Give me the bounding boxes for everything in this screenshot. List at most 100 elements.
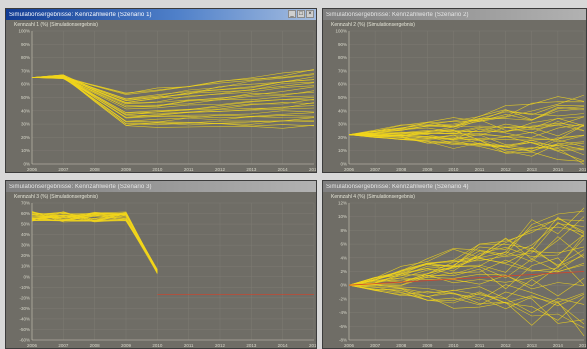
close-button[interactable]: × bbox=[306, 10, 314, 18]
series-line bbox=[348, 134, 585, 156]
y-tick-label: 8% bbox=[340, 228, 347, 233]
y-tick-label: 30% bbox=[21, 243, 30, 248]
series-line bbox=[348, 134, 585, 152]
series-line bbox=[348, 236, 585, 286]
x-tick-label: 2009 bbox=[422, 167, 433, 172]
x-tick-label: 2011 bbox=[475, 167, 485, 172]
mean-line bbox=[348, 271, 585, 286]
x-tick-label: 2013 bbox=[246, 167, 257, 172]
series-line bbox=[348, 284, 585, 337]
x-tick-label: 2010 bbox=[152, 167, 163, 172]
y-tick-label: 0% bbox=[23, 162, 30, 167]
simulation-window-1[interactable]: Simulationsergebnisse: Kennzahlwerte (Sz… bbox=[5, 8, 317, 173]
y-tick-label: 12% bbox=[338, 201, 347, 206]
x-tick-label: 2007 bbox=[58, 343, 69, 348]
y-tick-label: 50% bbox=[21, 95, 30, 100]
y-tick-label: 10% bbox=[338, 214, 347, 219]
x-tick-label: 2013 bbox=[246, 343, 257, 348]
window-titlebar[interactable]: Simulationsergebnisse: Kennzahlwerte (Sz… bbox=[6, 9, 316, 20]
series-line bbox=[348, 277, 585, 299]
window-titlebar[interactable]: Simulationsergebnisse: Kennzahlwerte (Sz… bbox=[6, 181, 316, 192]
y-tick-label: 10% bbox=[21, 264, 30, 269]
series-line bbox=[31, 213, 158, 274]
window-titlebar[interactable]: Simulationsergebnisse: Kennzahlwerte (Sz… bbox=[323, 181, 586, 192]
y-tick-label: -2% bbox=[339, 296, 347, 301]
y-tick-label: -6% bbox=[339, 324, 347, 329]
series-line bbox=[348, 284, 585, 329]
y-tick-label: -4% bbox=[339, 310, 347, 315]
maximize-button[interactable]: □ bbox=[297, 10, 305, 18]
x-tick-label: 2012 bbox=[501, 343, 512, 348]
y-tick-label: -50% bbox=[19, 327, 30, 332]
series-line bbox=[348, 207, 585, 286]
x-tick-label: 2007 bbox=[370, 343, 381, 348]
y-tick-label: 40% bbox=[338, 108, 347, 113]
series-line bbox=[31, 76, 315, 101]
plot-title: Kennzahl 4 (%) (Simulationsergebnis) bbox=[331, 194, 415, 200]
y-tick-label: 100% bbox=[18, 29, 30, 34]
y-tick-label: 50% bbox=[338, 95, 347, 100]
series-line bbox=[348, 255, 585, 287]
x-tick-label: 2007 bbox=[58, 167, 69, 172]
series-line bbox=[348, 284, 585, 321]
window-title: Simulationsergebnisse: Kennzahlwerte (Sz… bbox=[326, 11, 469, 18]
y-tick-label: -8% bbox=[339, 338, 347, 343]
simulation-window-3[interactable]: Simulationsergebnisse: Kennzahlwerte (Sz… bbox=[5, 180, 317, 349]
series-line bbox=[348, 108, 585, 135]
x-tick-label: 2009 bbox=[121, 167, 132, 172]
y-tick-label: 40% bbox=[21, 108, 30, 113]
minimize-button[interactable]: _ bbox=[288, 10, 296, 18]
series-line bbox=[348, 101, 585, 135]
x-tick-label: 2013 bbox=[527, 167, 538, 172]
x-tick-label: 2015 bbox=[579, 343, 587, 348]
series-line bbox=[31, 74, 315, 102]
simulation-window-2[interactable]: Simulationsergebnisse: Kennzahlwerte (Sz… bbox=[322, 8, 587, 173]
x-tick-label: 2006 bbox=[27, 167, 38, 172]
series-line bbox=[348, 116, 585, 135]
series-line bbox=[31, 218, 158, 272]
window-title: Simulationsergebnisse: Kennzahlwerte (Sz… bbox=[9, 11, 152, 18]
x-tick-label: 2009 bbox=[422, 343, 433, 348]
y-tick-label: 90% bbox=[21, 42, 30, 47]
x-tick-label: 2011 bbox=[184, 343, 194, 348]
y-tick-label: -30% bbox=[19, 306, 30, 311]
series-line bbox=[348, 284, 585, 303]
y-tick-label: 10% bbox=[21, 148, 30, 153]
y-tick-label: 80% bbox=[338, 55, 347, 60]
x-tick-label: 2010 bbox=[448, 167, 459, 172]
series-line bbox=[31, 69, 315, 95]
plot-title: Kennzahl 1 (%) (Simulationsergebnis) bbox=[14, 22, 98, 28]
window-title: Simulationsergebnisse: Kennzahlwerte (Sz… bbox=[9, 183, 152, 190]
y-tick-label: 4% bbox=[340, 255, 347, 260]
series-line bbox=[348, 134, 585, 165]
y-tick-label: 30% bbox=[21, 122, 30, 127]
x-tick-label: 2014 bbox=[278, 167, 289, 172]
window-titlebar[interactable]: Simulationsergebnisse: Kennzahlwerte (Sz… bbox=[323, 9, 586, 20]
y-tick-label: 60% bbox=[338, 82, 347, 87]
y-tick-label: 20% bbox=[21, 135, 30, 140]
y-tick-label: 70% bbox=[338, 68, 347, 73]
y-tick-label: 0% bbox=[340, 283, 347, 288]
series-line bbox=[348, 216, 585, 286]
x-tick-label: 2009 bbox=[121, 343, 132, 348]
y-tick-label: 100% bbox=[335, 29, 347, 34]
series-line bbox=[31, 69, 315, 95]
x-tick-label: 2014 bbox=[553, 167, 564, 172]
x-tick-label: 2012 bbox=[215, 343, 226, 348]
x-tick-label: 2010 bbox=[448, 343, 459, 348]
series-line bbox=[348, 284, 585, 314]
series-line bbox=[348, 273, 585, 290]
simulation-window-4[interactable]: Simulationsergebnisse: Kennzahlwerte (Sz… bbox=[322, 180, 587, 349]
x-tick-label: 2008 bbox=[396, 167, 407, 172]
x-tick-label: 2006 bbox=[27, 343, 38, 348]
y-tick-label: 30% bbox=[338, 122, 347, 127]
y-tick-label: 50% bbox=[21, 222, 30, 227]
y-tick-label: -20% bbox=[19, 295, 30, 300]
y-tick-label: 60% bbox=[21, 82, 30, 87]
x-tick-label: 2006 bbox=[344, 167, 355, 172]
x-tick-label: 2007 bbox=[370, 167, 381, 172]
y-tick-label: 0% bbox=[340, 162, 347, 167]
line-chart: 70% 60% 50% 40% 30% 20% 10% 0% -10% -20% -30% -40% -… bbox=[19, 201, 316, 349]
y-tick-label: 90% bbox=[338, 42, 347, 47]
series-line bbox=[348, 94, 585, 135]
